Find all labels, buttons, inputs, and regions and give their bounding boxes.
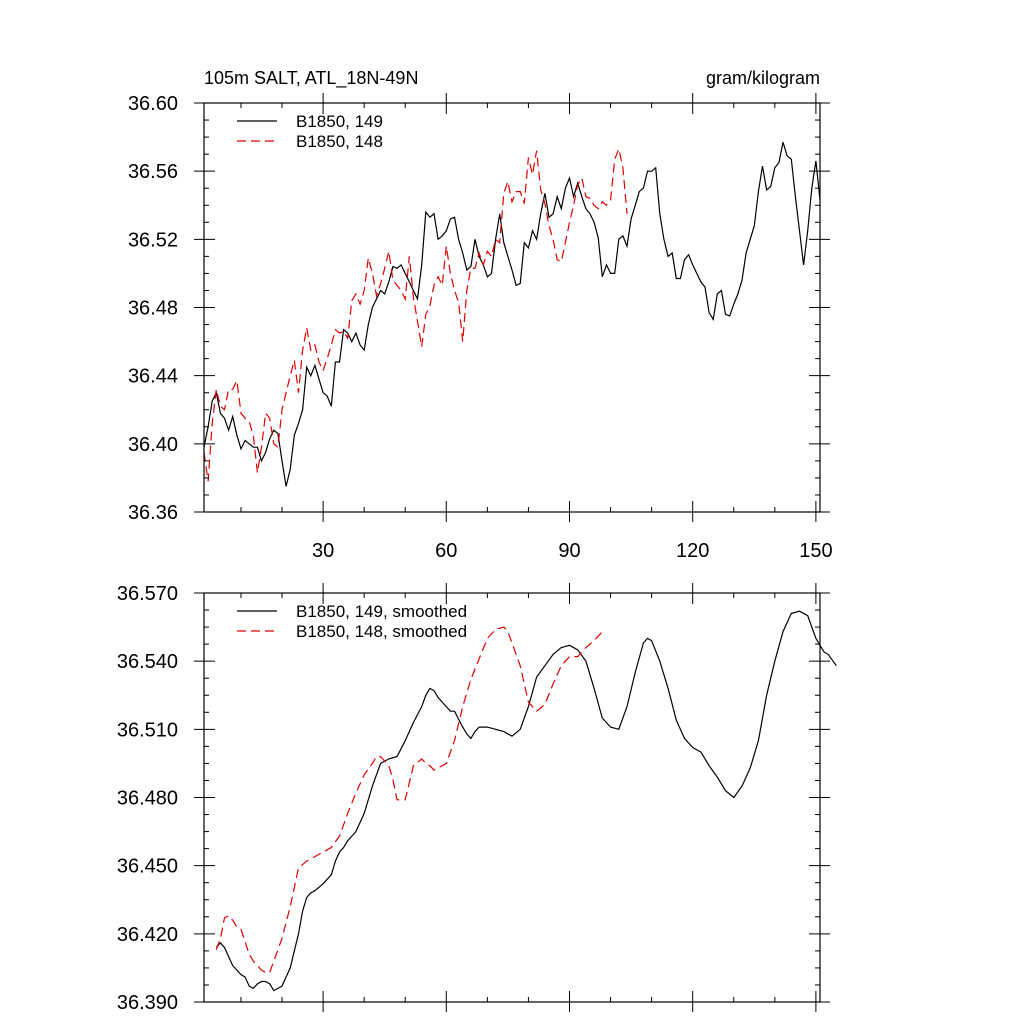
top-series-line-0 — [203, 142, 821, 487]
top-x-tick-label: 150 — [799, 540, 832, 562]
bottom-y-tick-label: 36.450 — [117, 856, 178, 878]
top-legend-label-1: B1850, 148 — [296, 132, 383, 151]
top-panel: 105m SALT, ATL_18N-49N gram/kilogram 30 6… — [128, 68, 833, 562]
bottom-series-line-0 — [215, 610, 837, 992]
top-x-tick-label: 30 — [312, 540, 334, 562]
bottom-legend-label-0: B1850, 149, smoothed — [296, 602, 467, 621]
top-y-tick-label: 36.60 — [128, 93, 178, 115]
top-panel-title-right: gram/kilogram — [706, 68, 820, 88]
top-panel-title-left: 105m SALT, ATL_18N-49N — [204, 68, 418, 89]
top-y-tick-label: 36.40 — [128, 434, 178, 456]
top-x-tick-label: 120 — [676, 540, 709, 562]
top-y-tick-label: 36.52 — [128, 229, 178, 251]
bottom-y-tick-label: 36.480 — [117, 788, 178, 810]
top-y-tick-label: 36.48 — [128, 298, 178, 320]
top-y-tick-label: 36.36 — [128, 502, 178, 524]
top-y-tick-label: 36.44 — [128, 366, 178, 388]
top-x-tick-label: 60 — [435, 540, 457, 562]
top-y-tick-label: 36.56 — [128, 161, 178, 183]
top-x-tick-label: 90 — [558, 540, 580, 562]
bottom-series-line-1 — [215, 626, 603, 974]
top-plot-frame — [203, 102, 821, 513]
bottom-y-tick-label: 36.420 — [117, 924, 178, 946]
bottom-panel: 36.390 36.420 36.450 36.480 36.510 36.540 36.5… — [117, 583, 837, 1014]
bottom-y-tick-label: 36.390 — [117, 992, 178, 1014]
top-series-line-1 — [203, 146, 628, 482]
bottom-y-tick-label: 36.510 — [117, 719, 178, 741]
bottom-legend-label-1: B1850, 148, smoothed — [296, 622, 467, 641]
bottom-y-tick-label: 36.540 — [117, 651, 178, 673]
bottom-y-tick-label: 36.570 — [117, 583, 178, 605]
top-legend-label-0: B1850, 149 — [296, 112, 383, 131]
